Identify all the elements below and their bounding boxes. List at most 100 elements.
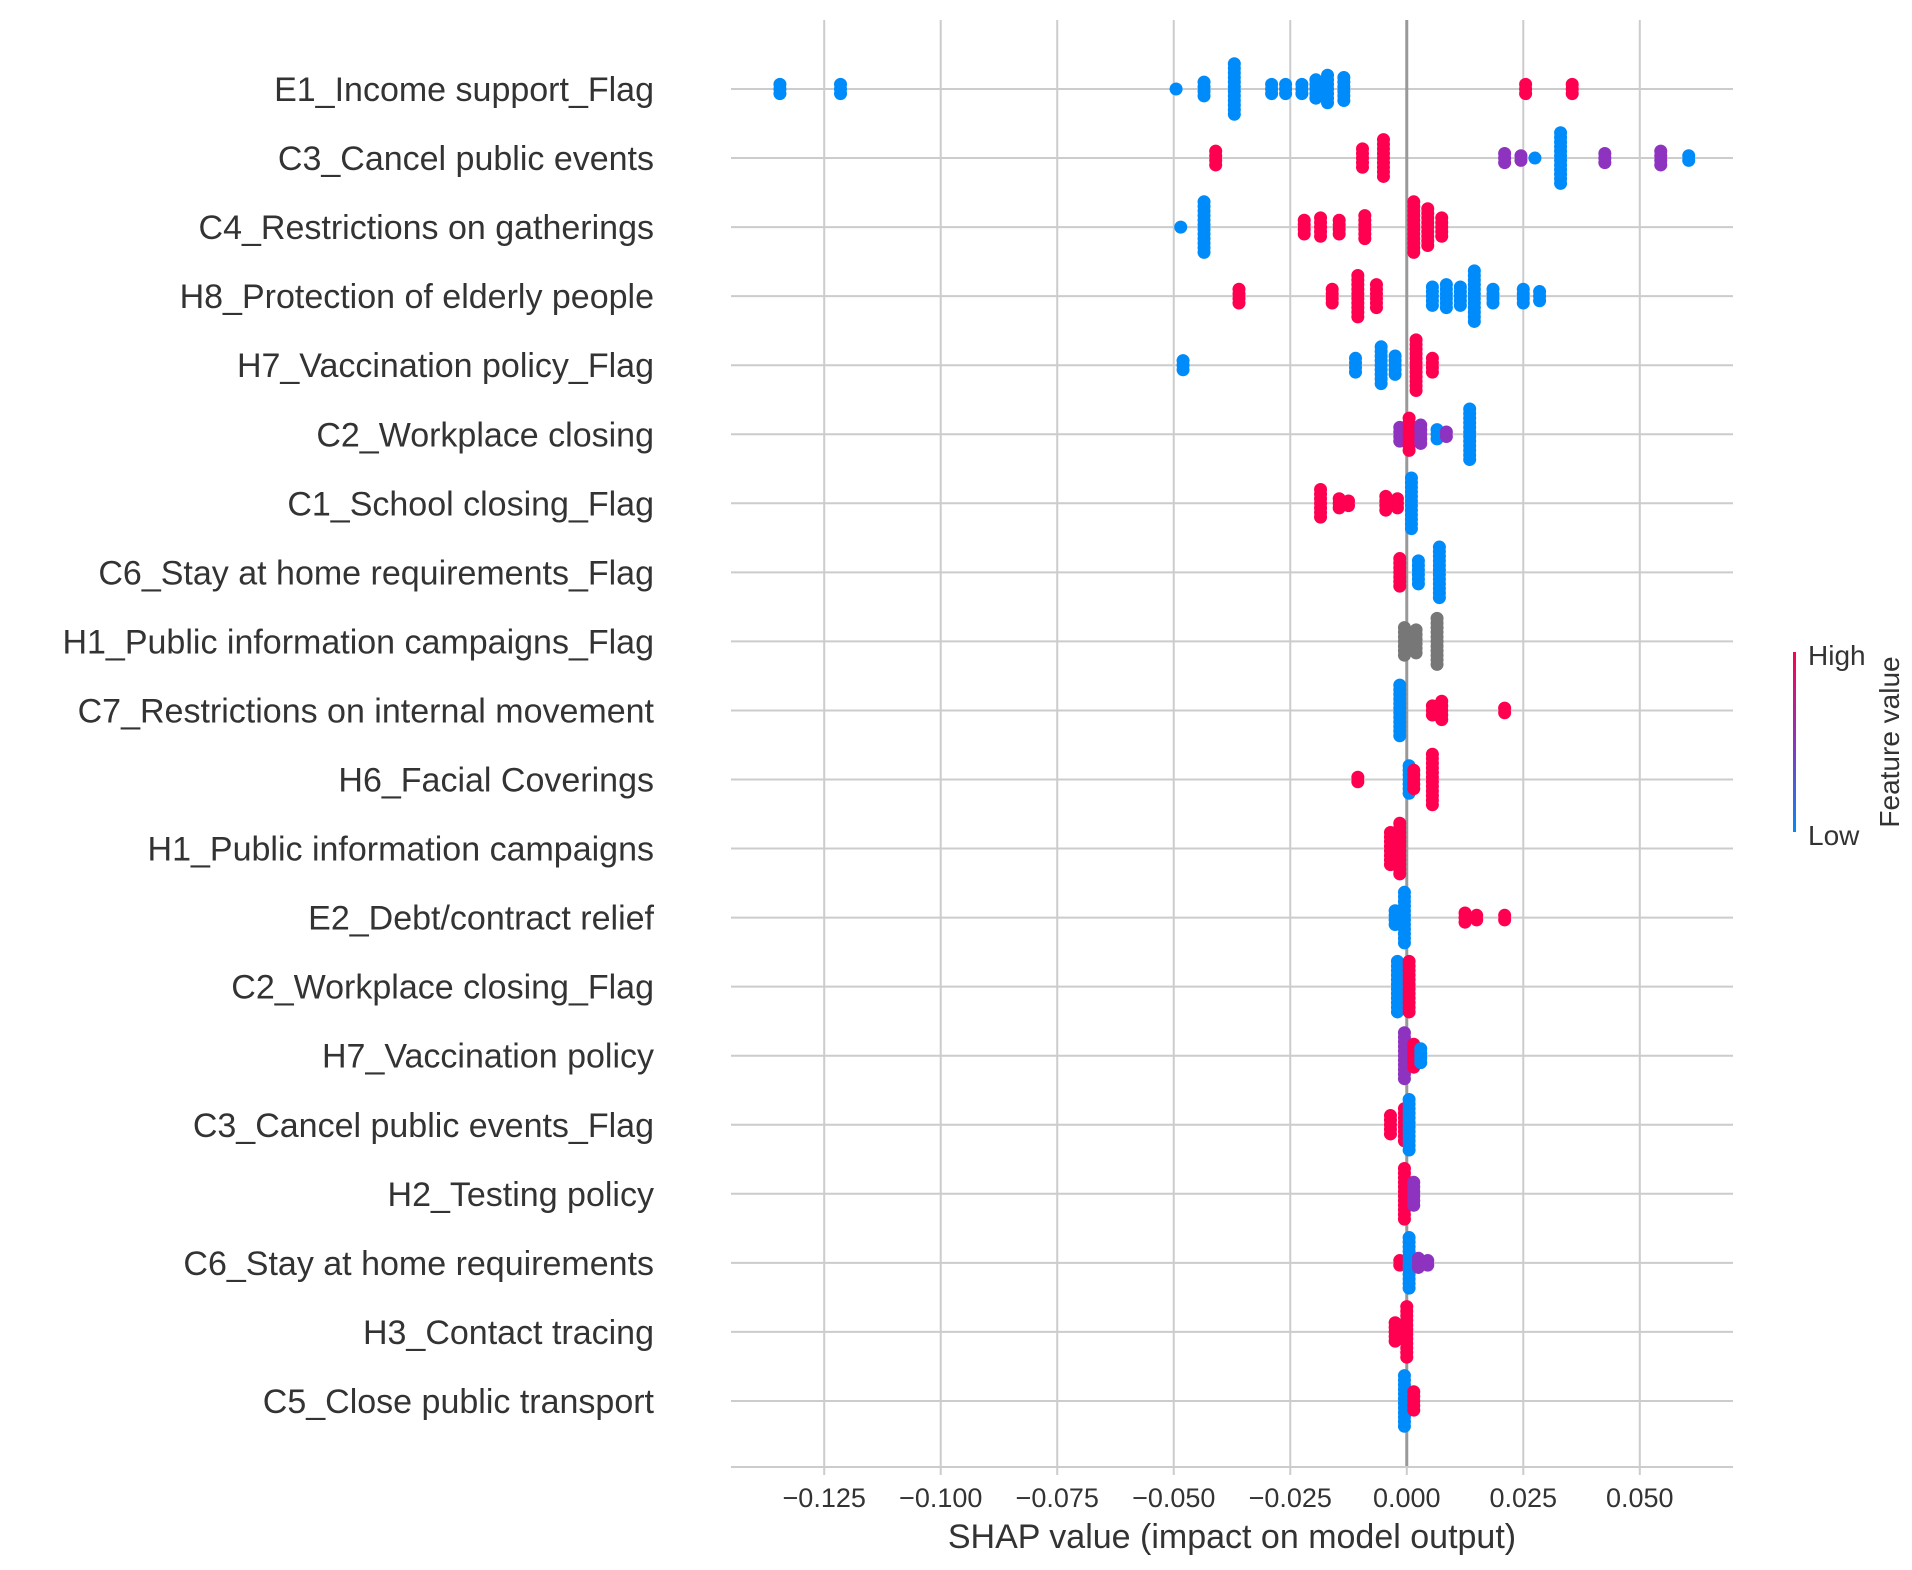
shap-point — [1498, 706, 1512, 720]
shap-point — [1209, 158, 1223, 172]
shap-point — [1227, 107, 1241, 121]
feature-label: H7_Vaccination policy — [322, 1038, 654, 1076]
shap-point — [1421, 239, 1435, 252]
shap-point — [1358, 232, 1372, 246]
shap-point — [1407, 1403, 1421, 1417]
grid-layer — [823, 20, 1641, 1467]
shap-point — [1435, 713, 1449, 727]
shap-point — [1325, 296, 1339, 310]
shap-point — [1349, 365, 1363, 379]
feature-label: E2_Debt/contract relief — [308, 900, 654, 938]
shap-point — [1383, 1127, 1397, 1141]
shap-point — [1393, 579, 1407, 593]
feature-label: H1_Public information campaigns — [148, 831, 654, 869]
feature-label: C6_Stay at home requirements — [183, 1245, 654, 1283]
x-axis-ticks: −0.125 −0.100 −0.075 −0.050 −0.025 0.000 0.025… — [783, 1467, 1674, 1513]
shap-point — [773, 87, 787, 101]
feature-label: C3_Cancel public events_Flag — [193, 1107, 654, 1145]
shap-point — [1295, 87, 1309, 101]
colorbar-title: Feature value — [1874, 656, 1905, 827]
shap-point — [1314, 229, 1328, 243]
shap-point — [1565, 87, 1579, 101]
shap-point — [1355, 160, 1369, 174]
shap-point — [1425, 365, 1439, 379]
shap-point — [1519, 87, 1533, 101]
feature-label: C4_Restrictions on gatherings — [199, 209, 654, 247]
shap-point — [1351, 310, 1365, 324]
shap-point — [1409, 384, 1423, 397]
x-tick-label: −0.025 — [1249, 1483, 1332, 1513]
shap-point — [1409, 646, 1423, 660]
shap-point — [1342, 499, 1356, 513]
points-layer — [773, 57, 1696, 1433]
shap-point — [1397, 1072, 1411, 1086]
shap-point — [1393, 867, 1407, 881]
feature-label: H3_Contact tracing — [363, 1314, 654, 1352]
x-tick-label: −0.050 — [1132, 1483, 1215, 1513]
x-tick-label: 0.000 — [1373, 1483, 1441, 1513]
shap-point — [1598, 156, 1612, 170]
x-tick-label: −0.100 — [899, 1483, 982, 1513]
x-tick-label: −0.075 — [1016, 1483, 1099, 1513]
feature-label: C2_Workplace closing — [316, 416, 654, 454]
shap-point — [1297, 227, 1311, 241]
shap-point — [1682, 153, 1696, 167]
shap-point — [1390, 501, 1404, 515]
feature-label: C1_School closing_Flag — [287, 485, 654, 523]
shap-point — [1533, 294, 1547, 308]
shap-point — [1425, 798, 1439, 812]
x-tick-label: −0.125 — [783, 1483, 866, 1513]
shap-point — [1351, 775, 1365, 789]
shap-point — [1425, 298, 1439, 312]
shap-point — [1498, 913, 1512, 927]
shap-point — [1397, 936, 1411, 950]
shap-point — [1411, 577, 1425, 591]
shap-point — [1232, 296, 1246, 310]
shap-point — [1439, 430, 1453, 444]
feature-label: C5_Close public transport — [263, 1383, 655, 1421]
shap-point — [1486, 296, 1500, 310]
shap-point — [1388, 1334, 1402, 1348]
colorbar-gradient — [1793, 652, 1796, 832]
shap-point — [1337, 94, 1351, 107]
shap-point — [1374, 377, 1388, 391]
shap-point — [1402, 1005, 1416, 1019]
shap-point — [1265, 87, 1279, 101]
shap-point — [1463, 453, 1477, 467]
colorbar-high-label: High — [1808, 640, 1866, 671]
shap-point — [1402, 1281, 1416, 1295]
feature-label: C3_Cancel public events — [278, 140, 654, 178]
shap-point — [1458, 915, 1472, 929]
shap-point — [1197, 89, 1211, 103]
shap-point — [1498, 156, 1512, 170]
shap-point — [1197, 245, 1211, 259]
shap-point — [1332, 227, 1346, 241]
feature-label: H7_Vaccination policy_Flag — [237, 347, 654, 385]
feature-label: H2_Testing policy — [388, 1176, 654, 1214]
feature-label: H1_Public information campaigns_Flag — [62, 623, 654, 661]
shap-point — [1314, 510, 1328, 524]
feature-label: C6_Stay at home requirements_Flag — [98, 554, 654, 592]
shap-point — [1390, 1005, 1404, 1019]
feature-label: H6_Facial Coverings — [338, 762, 654, 800]
shap-point — [1407, 782, 1421, 796]
feature-label: H8_Protection of elderly people — [180, 278, 654, 316]
shap-point — [1404, 522, 1418, 536]
shap-point — [1397, 1212, 1411, 1226]
colorbar-low-label: Low — [1808, 820, 1860, 851]
shap-point — [1279, 87, 1293, 101]
shap-point — [1376, 169, 1390, 183]
shap-point — [1393, 729, 1407, 743]
x-tick-label: 0.050 — [1606, 1483, 1674, 1513]
feature-labels: E1_Income support_Flag C3_Cancel public e… — [62, 71, 654, 1421]
shap-point — [1379, 503, 1393, 517]
shap-point — [1321, 96, 1335, 110]
row-lines — [731, 88, 1733, 1402]
shap-point — [1402, 443, 1416, 457]
feature-label: E1_Income support_Flag — [274, 71, 654, 109]
shap-point — [1467, 314, 1481, 328]
colorbar-legend: High Low Feature value — [1793, 640, 1905, 851]
shap-point — [1432, 591, 1446, 605]
shap-point — [1516, 296, 1530, 310]
